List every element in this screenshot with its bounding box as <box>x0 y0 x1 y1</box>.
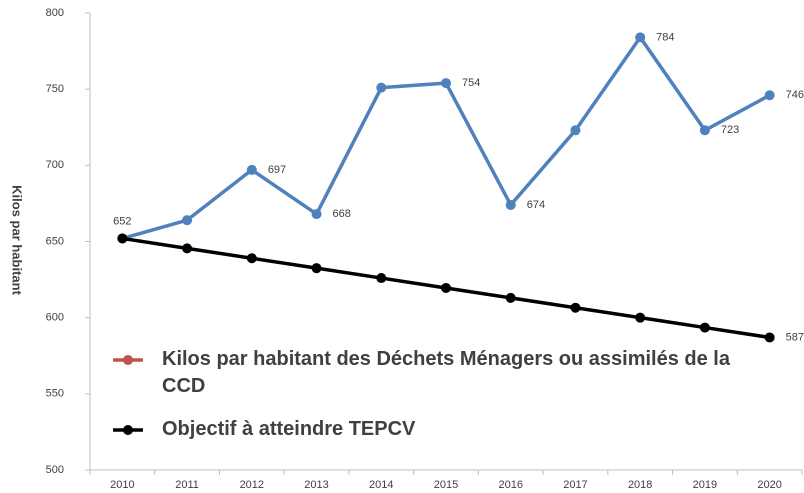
x-tick-label: 2018 <box>628 479 652 491</box>
data-label: 697 <box>268 164 286 176</box>
data-point <box>182 215 193 226</box>
series-line <box>121 34 771 241</box>
legend-label: Objectif à atteindre TEPCV <box>162 418 416 440</box>
x-tick-label: 2015 <box>434 479 458 491</box>
data-label: 668 <box>333 208 351 220</box>
legend-entry: Kilos par habitant des Déchets Ménagers … <box>112 346 732 400</box>
x-tick-label: 2010 <box>110 479 134 491</box>
x-tick-label: 2019 <box>693 479 717 491</box>
legend-swatch <box>113 355 143 365</box>
data-label: 784 <box>656 31 674 43</box>
data-point <box>441 78 451 89</box>
y-tick-label: 650 <box>46 235 64 247</box>
data-point <box>699 125 710 136</box>
data-label: 587 <box>786 331 804 343</box>
x-tick-label: 2014 <box>369 479 393 491</box>
x-tick-label: 2016 <box>498 479 522 491</box>
data-point <box>570 125 581 136</box>
data-point <box>505 292 516 303</box>
legend-entry: Objectif à atteindre TEPCV <box>112 416 732 443</box>
data-point <box>117 233 128 244</box>
data-point <box>505 199 516 210</box>
legend-swatch <box>113 425 143 435</box>
y-tick-label: 600 <box>46 312 64 324</box>
data-label: 754 <box>462 77 480 89</box>
y-tick-label: 550 <box>46 388 64 400</box>
x-tick-label: 2020 <box>757 479 781 491</box>
legend-marker <box>123 355 133 365</box>
x-tick-label: 2011 <box>175 479 199 491</box>
y-tick-label: 700 <box>46 159 64 171</box>
data-point <box>376 273 387 284</box>
x-tick-label: 2012 <box>240 479 264 491</box>
data-label: 746 <box>786 89 804 101</box>
y-tick-label: 750 <box>46 83 64 95</box>
data-point <box>635 312 646 323</box>
x-tick-label: 2013 <box>304 479 328 491</box>
data-point <box>246 164 257 175</box>
data-label: 674 <box>527 199 545 211</box>
data-point <box>311 263 322 274</box>
y-axis-label: Kilos par habitant <box>10 185 25 295</box>
data-point <box>182 243 193 254</box>
data-point <box>764 332 775 343</box>
data-label: 652 <box>113 215 131 227</box>
data-point <box>570 302 581 313</box>
data-point <box>764 90 775 101</box>
data-point <box>635 32 646 43</box>
legend-marker <box>123 425 133 435</box>
data-point <box>246 253 257 264</box>
data-point <box>311 209 322 220</box>
y-tick-label: 800 <box>46 7 64 19</box>
x-tick-label: 2017 <box>563 479 587 491</box>
data-point <box>699 322 710 333</box>
data-point <box>376 82 387 93</box>
legend-label: Kilos par habitant des Déchets Ménagers … <box>162 348 730 397</box>
data-point <box>441 282 451 293</box>
data-label: 723 <box>721 124 739 136</box>
y-tick-label: 500 <box>46 464 64 476</box>
